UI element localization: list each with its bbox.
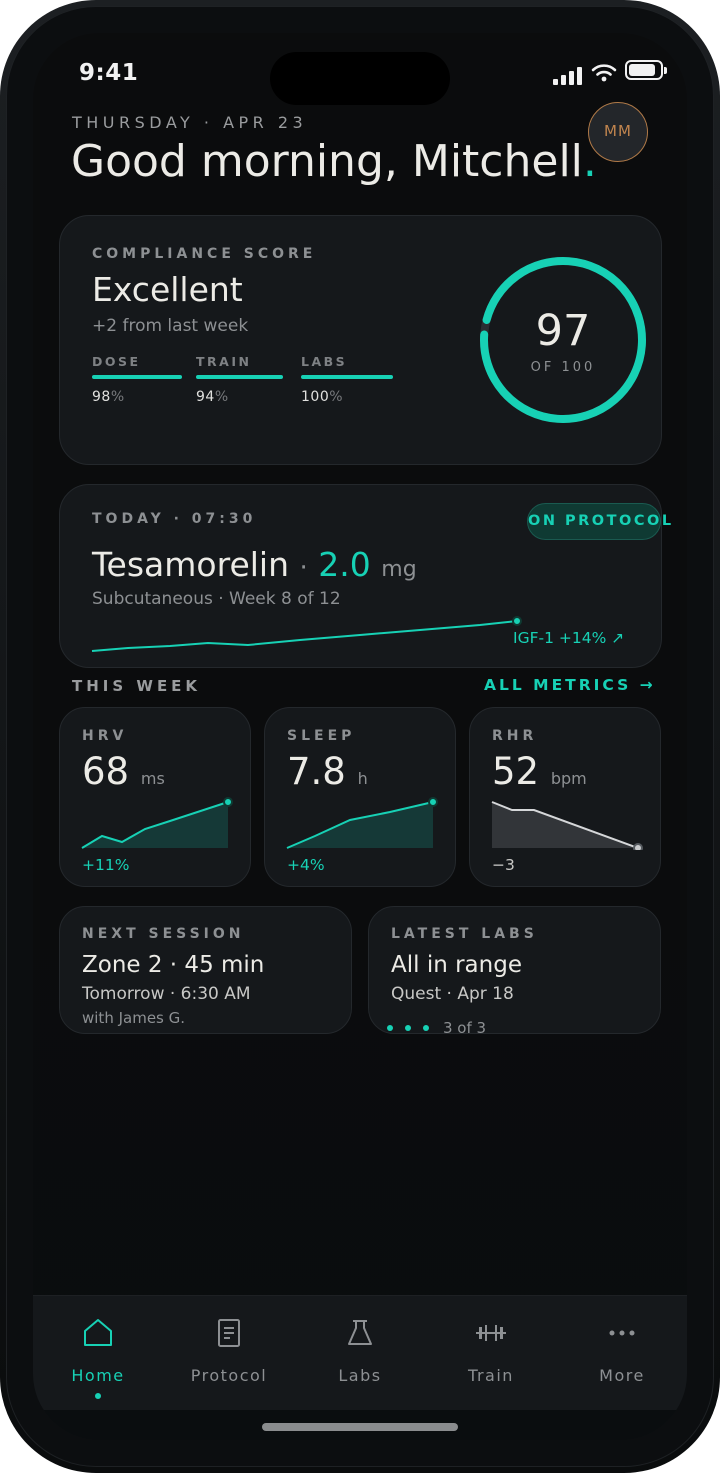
tab-label: More: [599, 1366, 645, 1385]
sleep-change: +4%: [287, 856, 325, 874]
score-max: OF 100: [530, 360, 596, 375]
rhr-sparkline: [491, 801, 643, 850]
dumbbell-icon: [476, 1325, 506, 1341]
igf-trend-label: IGF-1 +14% ↗: [513, 629, 625, 647]
status-time: 9:41: [79, 60, 139, 86]
metric-label: DOSE: [92, 354, 141, 369]
score-value: 97: [535, 306, 591, 356]
drug-title: Tesamorelin · 2.0 mg: [92, 545, 417, 584]
sleep-card[interactable]: SLEEP 7.8 h +4%: [264, 707, 456, 887]
metric-label: LABS: [301, 354, 348, 369]
compliance-label: COMPLIANCE SCORE: [92, 246, 317, 262]
app-screen: 9:41 THURSDAY · APR 23 Good morning, Mit…: [33, 33, 687, 1440]
metric-value: 98%: [92, 389, 125, 405]
hrv-label: HRV: [82, 728, 128, 744]
status-badge: ON PROTOCOL: [527, 503, 671, 540]
labs-source: Quest · Apr 18: [391, 984, 514, 1004]
igf-sparkline: [91, 616, 522, 652]
hrv-card[interactable]: HRV 68 ms +11%: [59, 707, 251, 887]
home-icon: [84, 1319, 112, 1346]
compliance-card[interactable]: COMPLIANCE SCORE Excellent +2 from last …: [59, 215, 662, 465]
status-dot: [405, 1024, 411, 1031]
metric-labs: LABS 100%: [301, 354, 393, 405]
avatar[interactable]: MM: [588, 102, 648, 162]
date-label: THURSDAY · APR 23: [72, 113, 308, 132]
tab-label: Train: [468, 1366, 514, 1385]
sleep-label: SLEEP: [287, 728, 356, 744]
compliance-delta: +2 from last week: [92, 316, 249, 336]
active-tab-indicator: [95, 1393, 101, 1399]
tab-label: Labs: [338, 1366, 382, 1385]
score-ring-arc: [480, 257, 646, 423]
drug-separator: ·: [299, 553, 308, 583]
session-time: Tomorrow · 6:30 AM: [82, 984, 251, 1004]
document-icon: [218, 1319, 240, 1347]
session-coach: with James G.: [82, 1009, 186, 1027]
this-week-heading: THIS WEEK: [72, 677, 202, 695]
cellular-signal-icon: [553, 67, 585, 85]
tab-label: Protocol: [190, 1366, 268, 1385]
tab-home[interactable]: Home: [33, 1296, 163, 1411]
tab-labs[interactable]: Labs: [295, 1296, 425, 1411]
today-dose-card[interactable]: TODAY · 07:30 ON PROTOCOL Tesamorelin · …: [59, 484, 671, 668]
tab-train[interactable]: Train: [426, 1296, 556, 1411]
greeting-heading: Good morning, Mitchell.: [71, 136, 597, 187]
metric-bar: [92, 375, 182, 379]
tab-label: Home: [71, 1366, 125, 1385]
flask-icon: [348, 1320, 372, 1345]
score-ring: [480, 257, 646, 423]
labs-status-dots: 3 of 3: [387, 1017, 498, 1037]
sleep-value: 7.8 h: [287, 750, 368, 793]
hrv-value: 68 ms: [82, 750, 165, 793]
all-metrics-link[interactable]: ALL METRICS →: [484, 676, 656, 694]
more-icon: [609, 1330, 635, 1336]
rhr-value: 52 bpm: [492, 750, 587, 793]
latest-labs-label: LATEST LABS: [391, 926, 538, 942]
drug-name: Tesamorelin: [92, 545, 290, 584]
status-dot: [387, 1024, 393, 1031]
tab-bar: Home Protocol Labs Train More: [33, 1295, 687, 1410]
metric-label: TRAIN: [196, 354, 252, 369]
battery-icon: [625, 60, 667, 80]
next-session-card[interactable]: NEXT SESSION Zone 2 · 45 min Tomorrow · …: [59, 906, 352, 1034]
metric-value: 100%: [301, 389, 344, 405]
dose-route: Subcutaneous · Week 8 of 12: [92, 589, 341, 609]
labs-count: 3 of 3: [443, 1018, 487, 1037]
latest-labs-card[interactable]: LATEST LABS All in range Quest · Apr 18 …: [368, 906, 661, 1037]
status-dot: [423, 1024, 429, 1031]
dose-time-label: TODAY · 07:30: [92, 511, 257, 527]
metric-bar: [196, 375, 283, 379]
hrv-change: +11%: [82, 856, 130, 874]
metric-value: 94%: [196, 389, 229, 405]
compliance-rating: Excellent: [92, 270, 243, 309]
sleep-sparkline: [286, 797, 438, 849]
rhr-label: RHR: [492, 728, 538, 744]
dose-unit: mg: [381, 557, 417, 582]
metric-bar: [301, 375, 393, 379]
hrv-sparkline: [81, 797, 233, 849]
labs-title: All in range: [391, 952, 522, 978]
metric-train: TRAIN 94%: [196, 354, 283, 405]
dose-amount: 2.0: [318, 545, 371, 584]
session-title: Zone 2 · 45 min: [82, 952, 265, 978]
wifi-icon: [591, 64, 617, 82]
greeting-text: Good morning, Mitchell: [71, 136, 583, 187]
metric-dose: DOSE 98%: [92, 354, 182, 405]
next-session-label: NEXT SESSION: [82, 926, 245, 942]
home-indicator[interactable]: [262, 1423, 458, 1431]
rhr-change: −3: [492, 856, 515, 874]
dynamic-island: [270, 52, 450, 105]
rhr-card[interactable]: RHR 52 bpm −3: [469, 707, 661, 887]
tab-protocol[interactable]: Protocol: [164, 1296, 294, 1411]
tab-more[interactable]: More: [557, 1296, 687, 1411]
